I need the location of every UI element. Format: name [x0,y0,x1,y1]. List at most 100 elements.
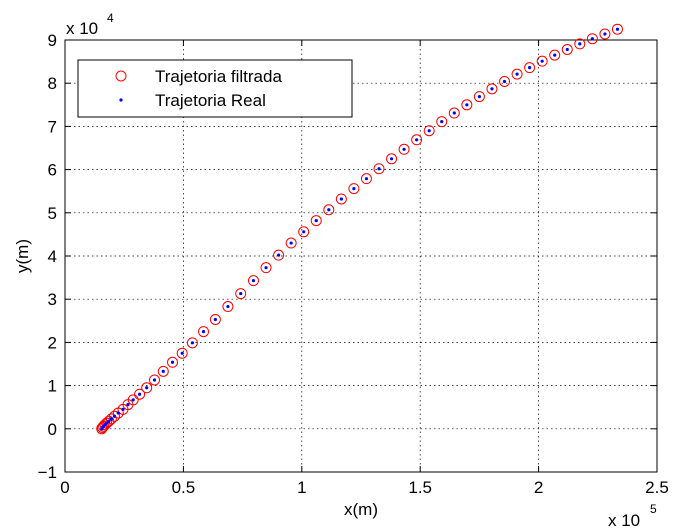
real-point [565,47,569,52]
filtrada-point [96,422,108,434]
real-point [427,129,431,133]
filtrada-point [335,193,347,205]
filtrada-point [285,237,297,249]
series-layer [96,23,623,435]
real-point [615,27,620,31]
filtrada-point [127,394,139,406]
real-point [137,392,142,396]
y-tick-label: 3 [48,290,57,309]
filtrada-point [198,326,210,338]
legend: Trajetoria filtrada Trajetoria Real [77,59,353,118]
real-point [490,87,494,91]
real-point [553,53,557,57]
x-tick-label: 1 [297,478,306,497]
y-multiplier-base: x 10 [66,19,98,38]
real-point [415,138,419,142]
filtrada-point [134,388,146,400]
filtrada-point [486,83,498,95]
real-point [226,304,230,309]
filtrada-point [273,249,285,261]
y-tick-label: 0 [48,420,57,439]
real-point [302,230,306,234]
real-point [276,253,281,257]
filtrada-point [323,204,335,216]
filtrada-point [310,215,322,227]
real-point [578,42,582,46]
series-real [100,27,620,431]
real-point [452,111,456,115]
x-multiplier: x 10 5 [608,502,657,530]
filtrada-point [499,75,511,87]
y-tick-label: 5 [48,204,57,223]
filtrada-point [222,301,234,313]
filtrada-point [461,99,473,111]
filtrada-point [149,374,161,386]
filtrada-point [586,33,598,45]
filtrada-point [99,419,111,431]
real-point [502,79,507,84]
filtrada-point [108,410,120,422]
real-point [251,279,256,283]
real-point [145,386,149,390]
real-point [515,72,519,76]
filtrada-point [423,125,435,137]
real-point [180,351,184,355]
y-multiplier-exponent: 4 [107,11,114,25]
real-point [112,414,117,418]
x-tick-label: 2 [534,478,543,497]
real-point [126,403,130,407]
filtrada-point [157,365,169,377]
real-point [402,147,406,151]
real-point [364,177,369,181]
filtrada-point [574,38,586,50]
real-point [465,103,469,107]
real-point [190,341,194,345]
real-point [314,218,318,223]
filtrada-point [411,134,423,146]
x-multiplier-base: x 10 [608,511,640,530]
real-point [377,167,381,171]
x-axis-label: x(m) [344,500,378,519]
real-point [161,369,165,373]
y-multiplier: x 10 4 [66,11,114,38]
filtrada-point [398,143,410,155]
real-point [131,398,135,402]
y-axis-label: y(m) [13,239,32,273]
filtrada-point [167,356,179,368]
x-multiplier-exponent: 5 [650,502,657,516]
filtrada-point [524,62,536,74]
real-point [440,120,444,124]
filtrada-point [176,347,188,359]
filtrada-point [348,183,360,195]
real-point [590,37,594,41]
x-tick-label: 1.5 [408,478,432,497]
real-point [116,411,120,415]
legend-marker-real [119,98,123,102]
legend-label-filtrada: Trajetoria filtrada [155,67,282,86]
real-point [339,197,343,201]
filtrada-point [209,314,221,326]
y-tick-label: 9 [48,31,57,50]
filtrada-point [247,275,259,287]
x-tick-label: 2.5 [645,478,669,497]
filtrada-point [473,91,485,103]
real-point [105,421,109,425]
real-point [528,66,532,70]
filtrada-point [105,413,117,425]
y-tick-label: 7 [48,117,57,136]
real-point [152,378,157,382]
y-tick-label: 1 [48,377,57,396]
series-filtrada [96,23,623,435]
filtrada-point [141,382,153,394]
legend-label-real: Trajetoria Real [155,91,266,110]
real-point [389,157,394,161]
x-tick-label: 0.5 [172,478,196,497]
y-tick-label: 2 [48,333,57,352]
y-tick-label: 4 [48,247,57,266]
x-tick-label: 0 [60,478,69,497]
filtrada-point [298,226,310,238]
filtrada-point [260,262,272,274]
real-point [121,407,125,411]
